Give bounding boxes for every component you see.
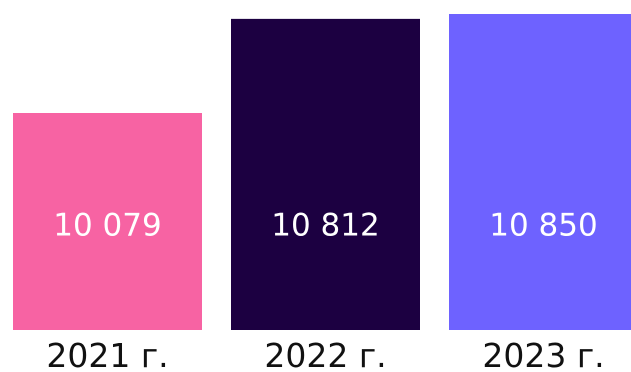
bar-value-labels: 10 079 10 812 10 850 — [53, 208, 597, 244]
category-labels: 2021 г. 2022 г. 2023 г. — [46, 336, 604, 372]
bar-2 — [231, 18, 420, 331]
category-label-3: 2023 г. — [482, 336, 604, 372]
bar-value-label-2: 10 812 — [271, 208, 379, 244]
bar-value-label-1: 10 079 — [53, 208, 161, 244]
bars-group — [13, 14, 631, 331]
category-label-1: 2021 г. — [46, 336, 168, 372]
category-label-2: 2022 г. — [264, 336, 386, 372]
bar-1 — [13, 113, 202, 330]
bar-3 — [449, 14, 631, 330]
bar-value-label-3: 10 850 — [489, 208, 597, 244]
